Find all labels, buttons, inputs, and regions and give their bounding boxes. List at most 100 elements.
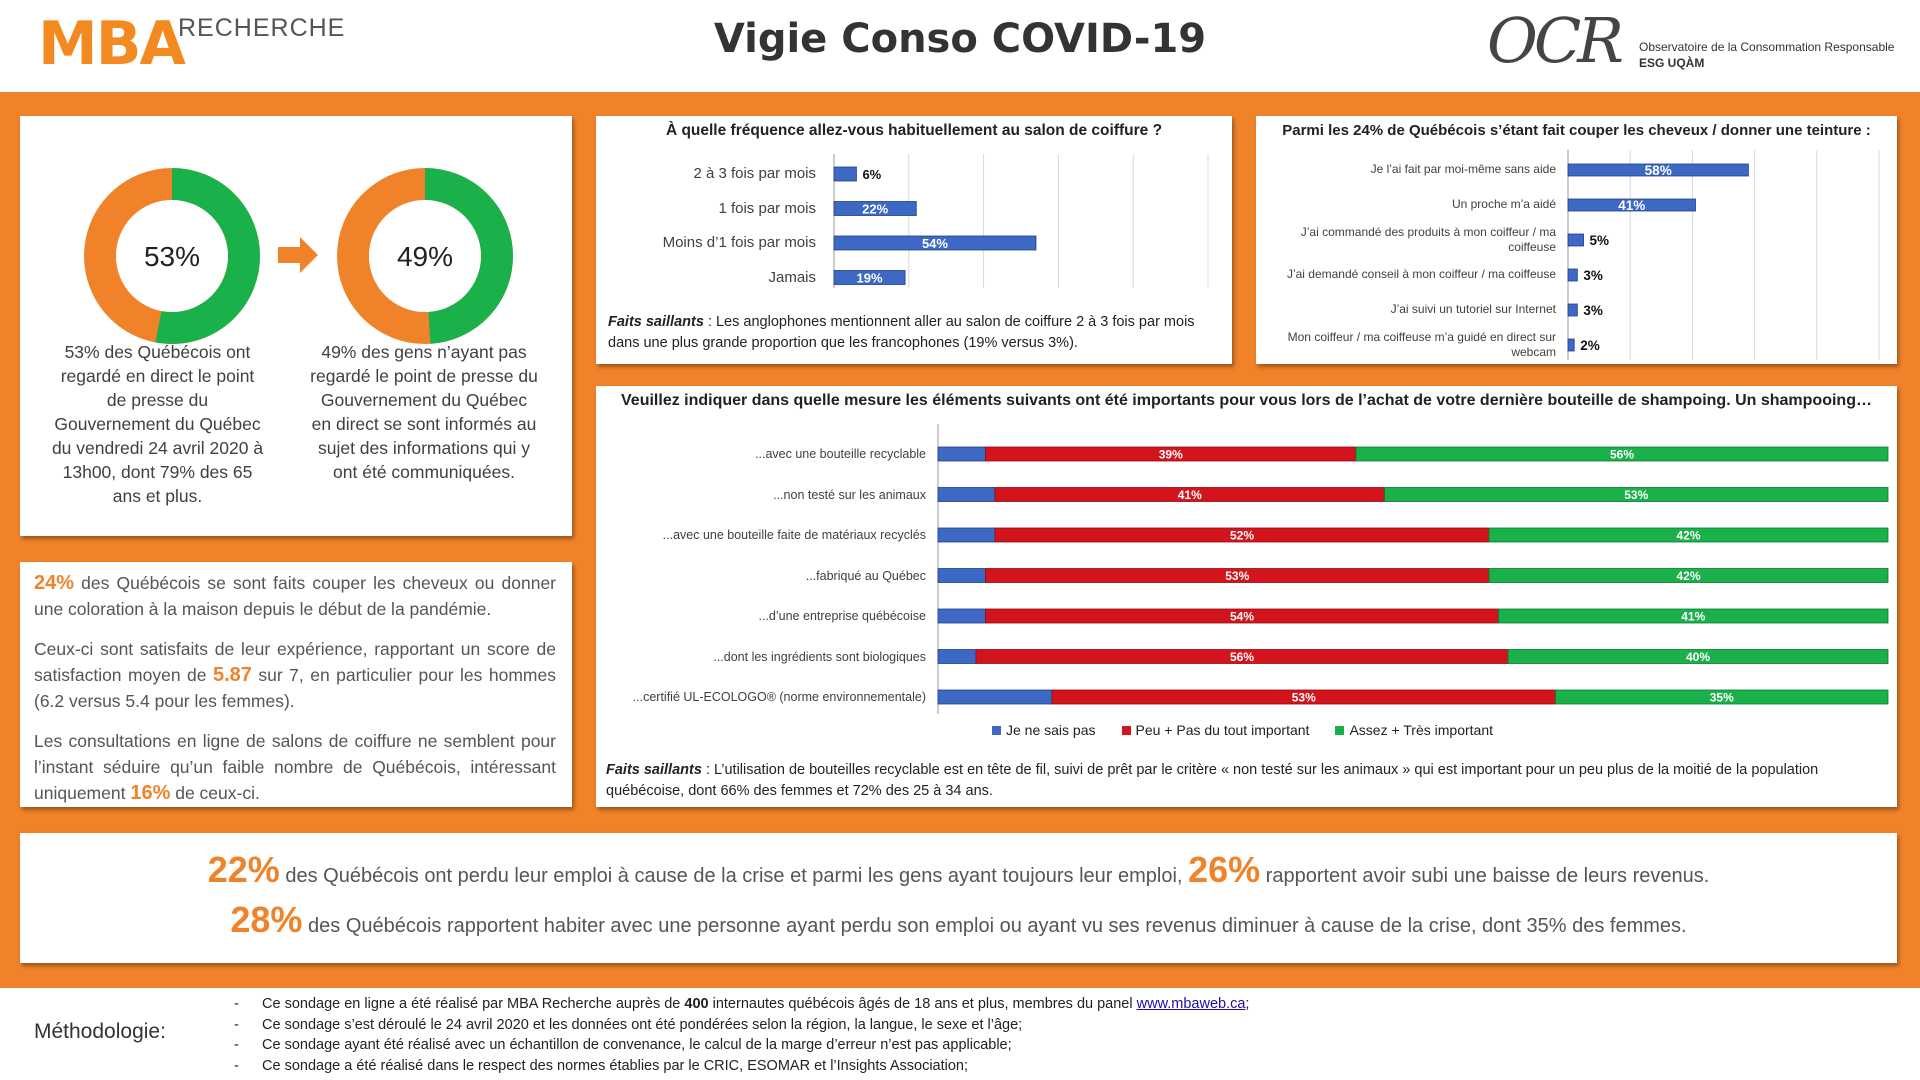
donut-hole xyxy=(369,200,481,312)
donut-value-arc xyxy=(337,168,513,344)
bar-value-label: 41% xyxy=(1618,198,1645,213)
bar-segment xyxy=(937,608,986,624)
summary-paragraph-3: Les consultations en ligne de salons de … xyxy=(34,728,556,806)
frequency-chart: 6% 22% 54% 19% xyxy=(833,154,1209,288)
category-label: Un proche m’a aidé xyxy=(1451,197,1556,212)
methodology-item: - Ce sondage en ligne a été réalisé par M… xyxy=(234,996,1250,1012)
bar-value-label: 53% xyxy=(1624,488,1648,502)
page-title: Vigie Conso COVID-19 xyxy=(713,16,1207,62)
donut-caption-1: 53% des Québécois ont regardé en direct … xyxy=(51,342,264,506)
bar-value-label: 35% xyxy=(1710,691,1734,705)
donut-panel: 53% 49% 53% des Québécois ont regardé en… xyxy=(20,116,572,536)
legend-item: Peu + Pas du tout important xyxy=(1121,722,1309,738)
summary-text-2b: sur 7, en particulier pour les hommes (6… xyxy=(34,665,556,711)
employment-banner: 22% des Québécois ont perdu leur emploi … xyxy=(20,833,1897,963)
ocr-logo-mark: OCR xyxy=(1487,4,1624,77)
legend-item: Assez + Très important xyxy=(1335,722,1493,738)
legend-item: Je ne sais pas xyxy=(992,722,1096,738)
bar-value-label: 41% xyxy=(1681,610,1705,624)
category-label: J’ai demandé conseil à mon coiffeur / ma… xyxy=(1286,267,1556,282)
bar-value-label: 53% xyxy=(1292,691,1316,705)
donut-chart-2: 49% xyxy=(337,168,513,344)
bar xyxy=(1567,338,1575,352)
mba-logo-mark: MBA xyxy=(38,9,186,79)
bar-value-label: 3% xyxy=(1583,268,1603,283)
haircut-method-chart-panel: Parmi les 24% de Québécois s’étant fait … xyxy=(1256,116,1897,364)
note-label: Faits saillants xyxy=(606,762,702,778)
bar xyxy=(833,235,1037,251)
bar-segment xyxy=(937,487,996,502)
shampoo-chart-title: Veuillez indiquer dans quelle mesure les… xyxy=(621,392,1872,409)
category-label: Je l’ai fait par moi-même sans aide xyxy=(1370,162,1556,177)
bar-value-label: 54% xyxy=(922,236,948,251)
bar-value-label: 56% xyxy=(1230,650,1254,664)
category-label: ...dont les ingrédients sont biologiques xyxy=(713,649,926,664)
category-label: ...avec une bouteille faite de matériaux… xyxy=(662,528,926,542)
bar-segment xyxy=(1498,608,1889,624)
bar-segment xyxy=(937,568,986,583)
shampoo-chart: 39% 56% 41% 53% 52% 42% 53% 42% 54% 41% 56% 40% 53% 3… xyxy=(937,424,1889,714)
legend-label: Assez + Très important xyxy=(1349,722,1494,738)
ocr-logo: OCR Observatoire de la Consommation Resp… xyxy=(1487,4,1894,77)
donut-value-label: 49% xyxy=(397,241,453,272)
mbaweb-link[interactable]: www.mbaweb.ca xyxy=(1136,996,1246,1012)
bar-value-label: 39% xyxy=(1159,448,1183,462)
bar-value-label: 2% xyxy=(1580,338,1600,353)
mba-logo: MBA RECHERCHE xyxy=(38,9,344,79)
methodology-item: - Ce sondage a été réalisé dans le respec… xyxy=(234,1057,969,1074)
summary-text-3b: de ceux-ci. xyxy=(170,783,260,803)
highlight-587: 5.87 xyxy=(212,664,252,686)
summary-paragraph-2: Ceux-ci sont satisfaits de leur expérien… xyxy=(34,636,556,714)
bar xyxy=(1567,268,1578,282)
bar-segment xyxy=(1488,527,1889,543)
bar-value-label: 52% xyxy=(1230,529,1254,543)
bar xyxy=(1567,303,1578,317)
banner-text-2: rapportent avoir subi une baisse de leur… xyxy=(1260,865,1710,887)
bar-value-label: 53% xyxy=(1225,569,1249,583)
bar xyxy=(833,201,917,216)
bar xyxy=(1567,198,1696,212)
banner-text-3: des Québécois rapportent habiter avec un… xyxy=(302,915,1687,937)
bar-value-label: 54% xyxy=(1230,610,1254,624)
donut-caption-2: 49% des gens n’ayant pas regardé le poin… xyxy=(310,342,538,482)
category-label: Mon coiffeur / ma coiffeuse m’a guidé en… xyxy=(1287,329,1556,360)
bar-value-label: 41% xyxy=(1178,488,1202,502)
note-text: : L’utilisation de bouteilles recyclable… xyxy=(606,762,1819,799)
bar-value-label: 42% xyxy=(1676,529,1700,543)
methodology-list: - Ce sondage en ligne a été réalisé par M… xyxy=(234,994,1249,1076)
bar-value-label: 22% xyxy=(862,202,888,217)
shampoo-chart-panel: Veuillez indiquer dans quelle mesure les… xyxy=(596,386,1897,807)
bar-segment xyxy=(1488,568,1889,583)
haircut-method-chart: 58% 41% 5% 3% 3% 2% xyxy=(1567,150,1880,360)
donut-chart-1: 53% xyxy=(84,168,260,344)
methodology-item: - Ce sondage s’est déroulé le 24 avril 20… xyxy=(234,1016,1023,1033)
haircut-method-chart-title: Parmi les 24% de Québécois s’étant fait … xyxy=(1282,122,1871,139)
banner-number-26: 26% xyxy=(1188,849,1261,890)
bar-segment xyxy=(1384,487,1889,502)
bar-segment xyxy=(1355,446,1889,462)
category-label: ...certifié UL-ECOLOGO® (norme environne… xyxy=(632,690,926,704)
bar xyxy=(1567,233,1584,247)
legend-label: Je ne sais pas xyxy=(1006,722,1096,738)
bar-segment xyxy=(937,649,977,664)
highlight-16: 16% xyxy=(130,782,171,804)
donut-hole xyxy=(116,200,228,312)
banner-number-22: 22% xyxy=(207,849,280,890)
frequency-chart-panel: À quelle fréquence allez-vous habituelle… xyxy=(596,116,1232,364)
bar-value-label: 19% xyxy=(857,271,883,286)
summary-text-1: des Québécois se sont faits couper les c… xyxy=(34,573,556,619)
category-label: Jamais xyxy=(768,268,816,286)
category-label: 1 fois par mois xyxy=(718,199,816,217)
bar xyxy=(833,270,906,285)
bar-value-label: 5% xyxy=(1590,233,1610,248)
frequency-chart-note: Faits saillants : Les anglophones mentio… xyxy=(608,312,1220,354)
banner-line-2: 28% des Québécois rapportent habiter ave… xyxy=(20,899,1897,941)
donut-value-label: 53% xyxy=(144,241,200,272)
ocr-logo-line2: ESG UQÀM xyxy=(1639,56,1705,70)
bar-segment xyxy=(937,689,1053,705)
bar-segment xyxy=(937,446,986,462)
note-label: Faits saillants xyxy=(608,314,704,330)
bar-value-label: 42% xyxy=(1676,569,1700,583)
summary-text-3a: Les consultations en ligne de salons de … xyxy=(34,731,556,803)
legend-swatch xyxy=(1121,726,1131,735)
